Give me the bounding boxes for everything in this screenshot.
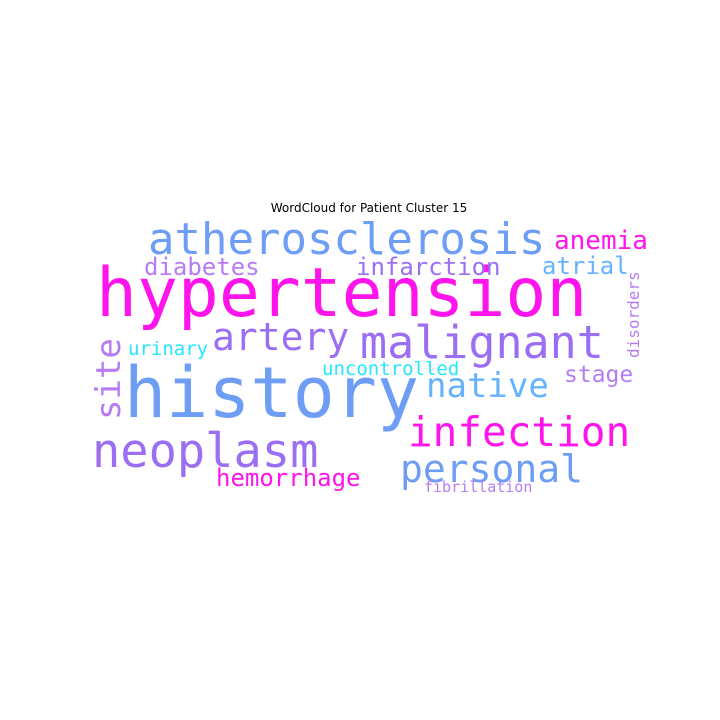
word-stage: stage	[564, 362, 634, 388]
word-infarction: infarction	[356, 253, 501, 281]
word-artery: artery	[212, 315, 350, 359]
word-malignant: malignant	[360, 316, 604, 369]
word-fibrillation: fibrillation	[424, 478, 533, 496]
word-neoplasm: neoplasm	[92, 424, 319, 479]
word-infection: infection	[408, 408, 631, 456]
word-anemia: anemia	[554, 226, 648, 256]
word-uncontrolled: uncontrolled	[322, 358, 460, 380]
word-history: history	[124, 352, 420, 434]
word-atrial: atrial	[542, 252, 629, 280]
word-personal: personal	[400, 447, 584, 491]
word-diabetes: diabetes	[144, 253, 260, 281]
word-hemorrhage: hemorrhage	[216, 464, 361, 492]
word-site: site	[89, 338, 129, 420]
word-disorders: disorders	[624, 271, 643, 358]
word-urinary: urinary	[128, 338, 209, 360]
word-native: native	[426, 366, 549, 406]
word-hypertension: hypertension	[96, 254, 588, 333]
chart-title: WordCloud for Patient Cluster 15	[270, 201, 468, 215]
word-cloud: hypertension history atherosclerosis mal…	[80, 216, 660, 506]
word-atherosclerosis: atherosclerosis	[148, 214, 546, 265]
